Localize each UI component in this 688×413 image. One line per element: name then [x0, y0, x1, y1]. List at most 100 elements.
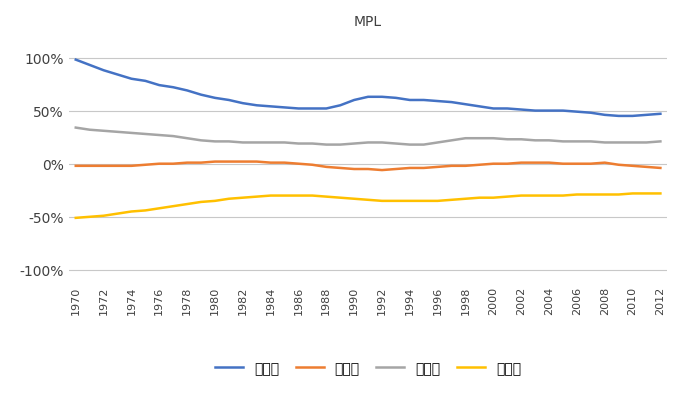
地方圈	[85, 215, 94, 220]
地方圈	[252, 195, 261, 199]
近畸圈	[462, 136, 470, 141]
地方圈	[462, 197, 470, 202]
近畸圈	[559, 140, 567, 145]
近畸圈	[336, 143, 345, 148]
中京圈	[420, 166, 428, 171]
近畸圈	[406, 143, 414, 148]
地方圈	[183, 202, 191, 207]
東京圈	[378, 95, 386, 100]
地方圈	[517, 194, 526, 199]
地方圈	[614, 192, 623, 197]
東京圈	[614, 114, 623, 119]
中京圈	[475, 163, 484, 168]
中京圈	[503, 162, 511, 167]
近畸圈	[100, 129, 108, 134]
東京圈	[85, 63, 94, 68]
近畸圈	[197, 138, 205, 143]
近畸圈	[628, 141, 636, 146]
Line: 東京圈: 東京圈	[76, 60, 660, 116]
中京圈	[169, 162, 178, 167]
近畸圈	[517, 138, 526, 142]
中京圈	[489, 162, 497, 167]
中京圈	[85, 164, 94, 169]
地方圈	[378, 199, 386, 204]
中京圈	[601, 161, 609, 166]
地方圈	[559, 194, 567, 199]
地方圈	[656, 192, 665, 197]
近畸圈	[266, 141, 275, 146]
地方圈	[322, 195, 330, 199]
地方圈	[294, 194, 303, 199]
近畸圈	[294, 142, 303, 147]
中京圈	[266, 161, 275, 166]
中京圈	[308, 163, 316, 168]
地方圈	[350, 197, 358, 202]
近畸圈	[169, 134, 178, 139]
地方圈	[169, 204, 178, 209]
地方圈	[447, 198, 455, 203]
近畸圈	[531, 138, 539, 143]
東京圈	[503, 107, 511, 112]
地方圈	[503, 195, 511, 199]
東京圈	[72, 58, 80, 63]
中京圈	[72, 164, 80, 169]
地方圈	[572, 192, 581, 197]
中京圈	[322, 165, 330, 170]
東京圈	[391, 96, 400, 101]
地方圈	[266, 194, 275, 199]
中京圈	[239, 160, 247, 165]
近畸圈	[252, 141, 261, 146]
中京圈	[183, 161, 191, 166]
東京圈	[643, 113, 651, 118]
東京圈	[211, 96, 219, 101]
中京圈	[100, 164, 108, 169]
中京圈	[281, 161, 289, 166]
中京圈	[628, 164, 636, 169]
東京圈	[628, 114, 636, 119]
中京圈	[127, 164, 136, 169]
Legend: 東京圈, 中京圈, 近畸圈, 地方圈: 東京圈, 中京圈, 近畸圈, 地方圈	[210, 356, 526, 381]
東京圈	[587, 111, 595, 116]
近畸圈	[183, 136, 191, 141]
近畸圈	[141, 132, 149, 137]
東京圈	[336, 104, 345, 109]
近畸圈	[378, 141, 386, 146]
地方圈	[364, 198, 372, 203]
近畸圈	[225, 140, 233, 145]
地方圈	[587, 192, 595, 197]
地方圈	[336, 196, 345, 201]
中京圈	[211, 160, 219, 165]
中京圈	[141, 163, 149, 168]
東京圈	[141, 79, 149, 84]
近畸圈	[475, 136, 484, 141]
中京圈	[197, 161, 205, 166]
地方圈	[391, 199, 400, 204]
中京圈	[406, 166, 414, 171]
東京圈	[127, 77, 136, 82]
近畸圈	[643, 141, 651, 146]
近畸圈	[211, 140, 219, 145]
中京圈	[545, 161, 553, 166]
近畸圈	[587, 140, 595, 145]
地方圈	[225, 197, 233, 202]
東京圈	[322, 107, 330, 112]
近畸圈	[127, 131, 136, 136]
近畸圈	[656, 140, 665, 145]
東京圈	[225, 98, 233, 103]
中京圈	[517, 161, 526, 166]
東京圈	[266, 104, 275, 109]
Line: 近畸圈: 近畸圈	[76, 128, 660, 145]
東京圈	[350, 98, 358, 103]
地方圈	[100, 214, 108, 219]
中京圈	[462, 164, 470, 169]
東京圈	[364, 95, 372, 100]
近畸圈	[72, 126, 80, 131]
中京圈	[656, 166, 665, 171]
地方圈	[155, 206, 164, 211]
東京圈	[545, 109, 553, 114]
近畸圈	[239, 141, 247, 146]
近畸圈	[364, 141, 372, 146]
東京圈	[420, 98, 428, 103]
地方圈	[420, 199, 428, 204]
東京圈	[406, 98, 414, 103]
